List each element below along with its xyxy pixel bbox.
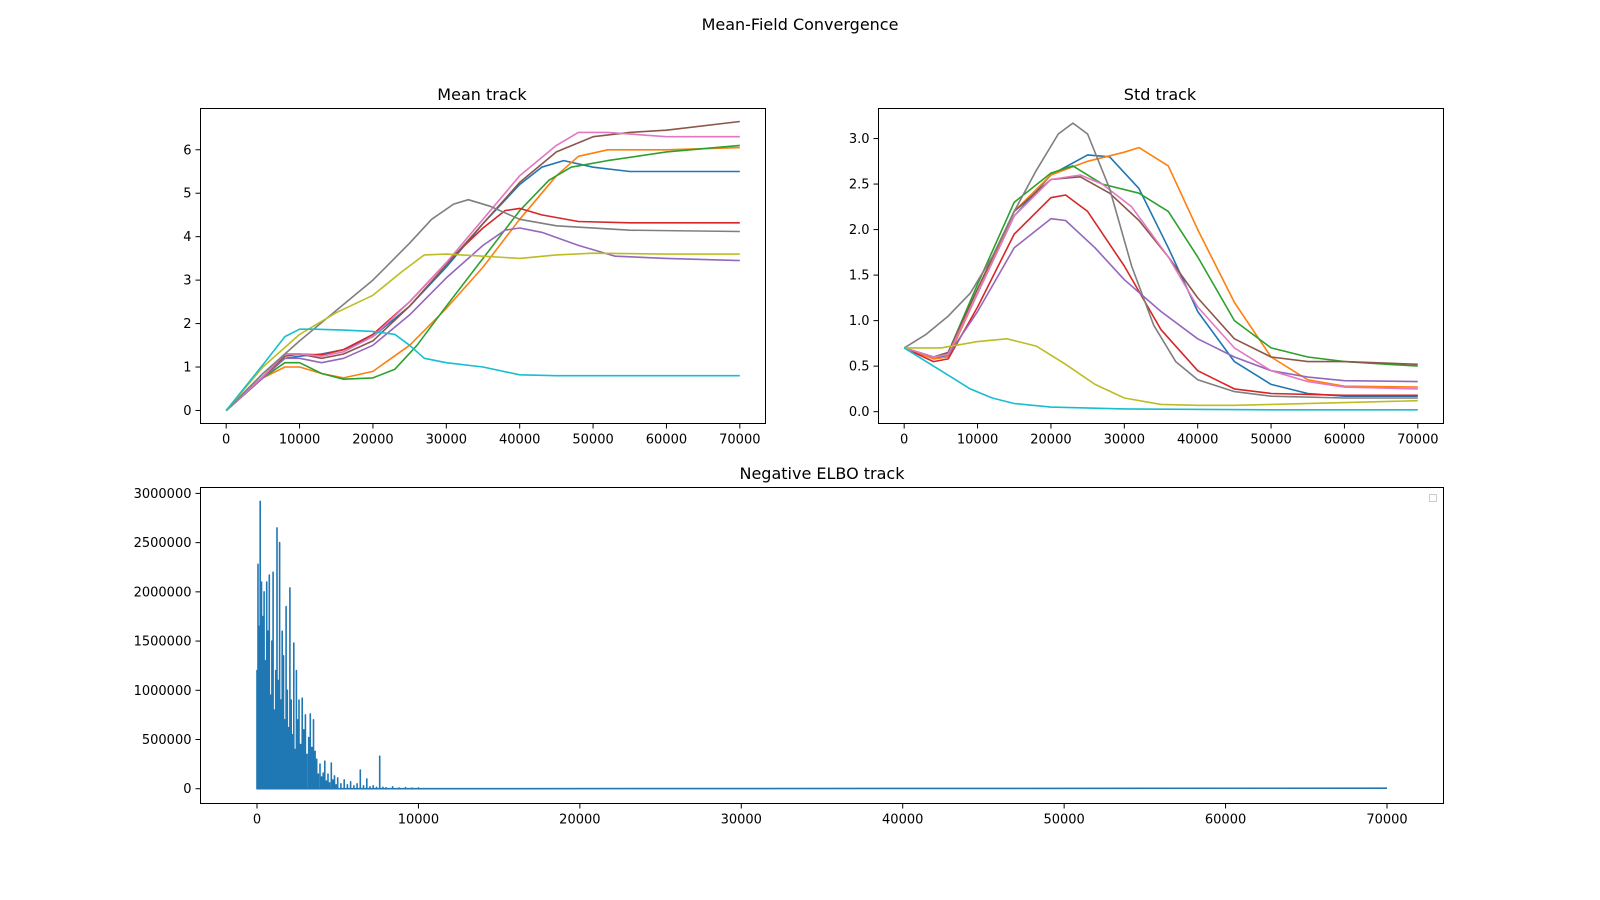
- std-ytick-label: 2.0: [849, 223, 870, 238]
- elbo-series-line-0: [256, 500, 1388, 790]
- std-xtick-label: 60000: [1324, 433, 1365, 448]
- std-xtick-label: 20000: [1030, 433, 1071, 448]
- std-track-axes: Std track 0 10000 20000 30000 40000 50000 6000…: [849, 85, 1444, 448]
- std-xtick-label: 10000: [957, 433, 998, 448]
- std-series-line-1: [903, 146, 1418, 388]
- mean-series-line-0: [225, 159, 740, 412]
- elbo-track-ticks: 0 10000 20000 30000 40000 50000 60000 70000 0 500…: [134, 487, 1408, 828]
- std-xtick-label: 40000: [1177, 433, 1218, 448]
- mean-ytick-label: 1: [183, 361, 191, 376]
- std-xtick-label: 70000: [1397, 433, 1438, 448]
- std-track-title: Std track: [1124, 85, 1197, 104]
- mean-track-axes: Mean track 0 10000 20000 30000 40000 50000 600…: [183, 85, 766, 448]
- elbo-xtick-label: 30000: [721, 813, 762, 828]
- std-track-frame: [878, 108, 1444, 424]
- mean-series-line-9: [225, 328, 740, 412]
- mean-ytick-label: 2: [183, 317, 191, 332]
- elbo-xtick-label: 10000: [398, 813, 439, 828]
- mean-xtick-label: 20000: [352, 433, 393, 448]
- mean-series-line-8: [225, 252, 740, 412]
- elbo-xtick-label: 20000: [559, 813, 600, 828]
- mean-series-line-3: [225, 207, 740, 412]
- elbo-xtick-label: 0: [253, 813, 261, 828]
- elbo-track-title: Negative ELBO track: [739, 464, 905, 483]
- mean-xtick-label: 10000: [279, 433, 320, 448]
- mean-series-line-4: [225, 227, 740, 412]
- mean-xtick-label: 70000: [719, 433, 760, 448]
- mean-xtick-label: 30000: [426, 433, 467, 448]
- elbo-xtick-label: 50000: [1043, 813, 1084, 828]
- elbo-xtick-label: 70000: [1366, 813, 1407, 828]
- std-series-line-5: [903, 176, 1418, 366]
- mean-track-ticks: 0 10000 20000 30000 40000 50000 60000 70000 0 1 2 3…: [183, 143, 760, 447]
- elbo-ytick-label: 2500000: [134, 536, 192, 551]
- std-ytick-label: 1.5: [849, 269, 870, 284]
- std-xtick-label: 0: [900, 433, 908, 448]
- std-xtick-label: 30000: [1104, 433, 1145, 448]
- std-ytick-label: 0.5: [849, 360, 870, 375]
- mean-ytick-label: 3: [183, 274, 191, 289]
- std-ytick-label: 3.0: [849, 132, 870, 147]
- std-series-line-4: [903, 217, 1418, 383]
- std-series-line-8: [904, 338, 1418, 407]
- mean-series-line-5: [225, 120, 740, 412]
- elbo-ytick-label: 0: [183, 782, 191, 797]
- std-ytick-label: 2.5: [849, 178, 870, 193]
- elbo-ytick-label: 500000: [142, 733, 192, 748]
- elbo-legend-box: [1429, 494, 1437, 502]
- elbo-ytick-label: 1000000: [134, 684, 192, 699]
- mean-ytick-label: 6: [183, 143, 191, 158]
- mean-series-line-1: [225, 146, 740, 412]
- mean-ytick-label: 5: [183, 187, 191, 202]
- std-series-line-3: [903, 194, 1418, 397]
- std-series-line-7: [903, 122, 1418, 399]
- mean-xtick-label: 0: [222, 433, 230, 448]
- mean-series-line-2: [225, 144, 740, 412]
- elbo-xtick-label: 60000: [1205, 813, 1246, 828]
- std-ytick-label: 0.0: [849, 405, 870, 420]
- mean-ytick-label: 0: [183, 404, 191, 419]
- mean-xtick-label: 40000: [499, 433, 540, 448]
- mean-track-frame: [200, 108, 766, 424]
- elbo-track-axes: Negative ELBO track 0 10000 20000 30000 4000…: [134, 464, 1444, 828]
- elbo-ytick-label: 3000000: [134, 487, 192, 502]
- figure-title: Mean-Field Convergence: [702, 15, 899, 34]
- elbo-track-series: [256, 500, 1388, 790]
- mean-series-line-7: [225, 198, 740, 412]
- std-series-line-2: [903, 165, 1418, 367]
- mean-xtick-label: 50000: [572, 433, 613, 448]
- std-ytick-label: 1.0: [849, 314, 870, 329]
- std-xtick-label: 50000: [1250, 433, 1291, 448]
- mean-xtick-label: 60000: [646, 433, 687, 448]
- std-track-ticks: 0 10000 20000 30000 40000 50000 60000 70000 0.0 0…: [849, 132, 1439, 447]
- mean-track-series: [225, 120, 740, 412]
- std-series-line-9: [903, 347, 1418, 411]
- elbo-ytick-label: 2000000: [134, 585, 192, 600]
- mean-ytick-label: 4: [183, 230, 191, 245]
- std-series-line-6: [903, 174, 1418, 390]
- mean-track-title: Mean track: [437, 85, 527, 104]
- elbo-xtick-label: 40000: [882, 813, 923, 828]
- mean-series-line-6: [225, 131, 740, 412]
- elbo-ytick-label: 1500000: [134, 635, 192, 650]
- elbo-track-frame: [200, 487, 1444, 804]
- std-track-series: [903, 122, 1418, 411]
